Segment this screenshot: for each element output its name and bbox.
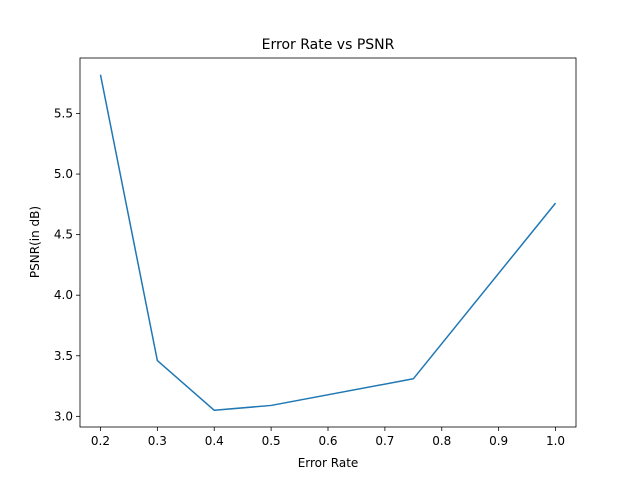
y-axis-label: PSNR(in dB) [28, 206, 42, 278]
y-tick-label: 3.5 [54, 349, 73, 363]
x-axis-label: Error Rate [298, 456, 359, 470]
x-tick-label: 0.4 [205, 434, 224, 448]
plot-frame [79, 57, 577, 428]
x-tick-label: 0.2 [91, 434, 110, 448]
x-tick-label: 0.9 [489, 434, 508, 448]
x-tick-label: 0.5 [262, 434, 281, 448]
y-tick-label: 3.0 [54, 409, 73, 423]
x-tick-label: 0.8 [432, 434, 451, 448]
y-tick-label: 4.5 [54, 228, 73, 242]
series-line [99, 74, 557, 412]
x-tick-label: 0.7 [375, 434, 394, 448]
x-tick-label: 1.0 [546, 434, 565, 448]
x-tick-label: 0.6 [318, 434, 337, 448]
y-tick-label: 4.0 [54, 288, 73, 302]
y-tick-label: 5.5 [54, 106, 73, 120]
plot-area: 0.2 0.3 0.4 0.5 0.6 0.7 0.8 0.9 1.0 3.0 3.5 4.0 4.5 5… [54, 57, 577, 448]
y-tick-label: 5.0 [54, 167, 73, 181]
x-tick-label: 0.3 [148, 434, 167, 448]
chart-title: Error Rate vs PSNR [262, 37, 395, 53]
